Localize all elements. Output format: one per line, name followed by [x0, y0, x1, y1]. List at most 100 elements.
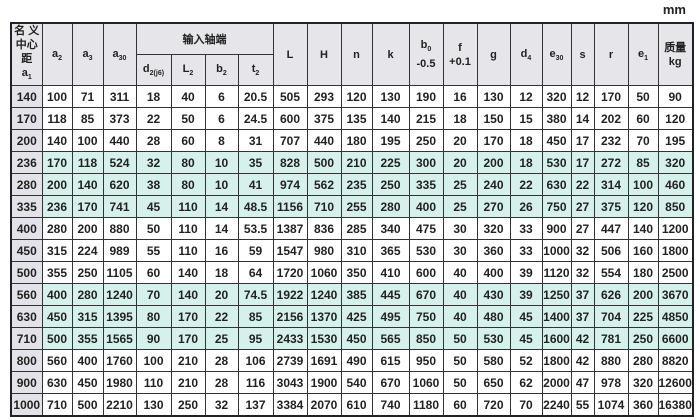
table-cell: 355: [41, 261, 73, 285]
table-cell: 30: [442, 239, 478, 263]
table-cell: 120: [627, 195, 659, 219]
table-cell: 200: [476, 151, 511, 175]
table-cell: 235: [340, 173, 373, 197]
table-cell: 310: [340, 239, 373, 263]
table-cell: 1240: [306, 283, 342, 307]
table-cell: 42: [570, 349, 595, 373]
table-cell: 1760: [102, 349, 137, 373]
table-cell: 560: [41, 349, 73, 373]
table-cell: 100: [41, 85, 73, 109]
table-cell: 315: [71, 305, 104, 329]
table-cell: 950: [408, 349, 444, 373]
table-cell: 215: [408, 107, 444, 131]
table-cell: 670: [408, 283, 444, 307]
table-cell: 118: [41, 107, 73, 131]
table-cell: 38: [135, 173, 172, 197]
table-cell: 140: [170, 283, 206, 307]
table-cell: 562: [306, 173, 342, 197]
table-cell: 118: [71, 151, 104, 175]
table-cell: 140: [170, 261, 206, 285]
table-cell: 980: [306, 239, 342, 263]
table-body: 140 100 71 311 18 40 6 20.5 505 293 120 130 190 16 130…: [10, 85, 694, 417]
table-cell: 40: [442, 283, 478, 307]
table-cell: 28: [135, 129, 172, 153]
table-cell: 210: [340, 151, 373, 175]
table-cell: 22: [570, 173, 595, 197]
header-d4: d4: [509, 22, 543, 87]
table-cell: 236: [41, 195, 73, 219]
table-cell: 28: [204, 349, 239, 373]
center-distance-cell: 236: [10, 151, 43, 175]
table-cell: 1000: [541, 239, 572, 263]
table-cell: 170: [41, 151, 73, 175]
table-cell: 22: [135, 107, 172, 131]
table-cell: 350: [340, 261, 373, 285]
table-cell: 480: [476, 305, 511, 329]
header-a1: 名 义 中心距 a1: [10, 22, 43, 87]
table-cell: 315: [41, 239, 73, 263]
table-cell: 25: [442, 173, 478, 197]
table-cell: 360: [627, 393, 659, 417]
header-t2: t2: [237, 54, 274, 87]
table-cell: 150: [476, 107, 511, 131]
table-cell: 10: [204, 151, 239, 175]
table-cell: 250: [408, 129, 444, 153]
table-cell: 17: [570, 151, 595, 175]
table-cell: 250: [627, 327, 659, 351]
table-cell: 1387: [272, 217, 308, 241]
table-cell: 836: [306, 217, 342, 241]
table-row: 140 100 71 311 18 40 6 20.5 505 293 120 130 190 16 130…: [10, 85, 694, 109]
table-cell: 52: [509, 349, 543, 373]
table-cell: 18: [204, 261, 239, 285]
table-cell: 42: [570, 327, 595, 351]
table-cell: 707: [272, 129, 308, 153]
table-row: 500 355 250 1105 60 140 18 64 1720 1060 350 410 600 4…: [10, 261, 694, 285]
table-cell: 450: [71, 371, 104, 395]
table-cell: 116: [237, 371, 274, 395]
table-cell: 140: [627, 217, 659, 241]
table-cell: 600: [408, 261, 444, 285]
table-cell: 6600: [657, 327, 694, 351]
table-cell: 530: [408, 239, 444, 263]
table-cell: 10: [204, 173, 239, 197]
table-cell: 170: [593, 85, 629, 109]
table-cell: 540: [340, 371, 373, 395]
table-cell: 1720: [272, 261, 308, 285]
table-cell: 781: [593, 327, 629, 351]
table-cell: 16: [442, 85, 478, 109]
table-cell: 524: [102, 151, 137, 175]
table-cell: 1547: [272, 239, 308, 263]
table-cell: 40: [442, 305, 478, 329]
table-row: 200 140 100 440 28 60 8 31 707 440 180 195 250 20 170 1…: [10, 129, 694, 153]
header-b2: b2: [204, 54, 239, 87]
table-cell: 22: [509, 173, 543, 197]
table-cell: 2210: [102, 393, 137, 417]
table-cell: 8820: [657, 349, 694, 373]
table-cell: 50: [135, 217, 172, 241]
table-cell: 340: [371, 217, 410, 241]
table-cell: 100: [135, 349, 172, 373]
center-distance-cell: 630: [10, 305, 43, 329]
table-cell: 50: [627, 85, 659, 109]
table-cell: 565: [371, 327, 410, 351]
table-cell: 20.5: [237, 85, 274, 109]
table-cell: 974: [272, 173, 308, 197]
table-cell: 385: [340, 283, 373, 307]
table-cell: 74.5: [237, 283, 274, 307]
table-cell: 110: [170, 239, 206, 263]
table-cell: 80: [135, 305, 172, 329]
table-cell: 2000: [541, 371, 572, 395]
header-H: H: [306, 22, 342, 87]
table-cell: 170: [71, 195, 104, 219]
table-cell: 37: [570, 283, 595, 307]
table-cell: 60: [627, 107, 659, 131]
table-cell: 39: [509, 283, 543, 307]
table-cell: 1180: [408, 393, 444, 417]
table-cell: 28: [204, 371, 239, 395]
table-cell: 32: [204, 393, 239, 417]
table-cell: 280: [41, 217, 73, 241]
table-cell: 850: [408, 327, 444, 351]
header-a1-symbol: a1: [21, 67, 32, 82]
table-cell: 110: [170, 195, 206, 219]
table-cell: 140: [71, 173, 104, 197]
